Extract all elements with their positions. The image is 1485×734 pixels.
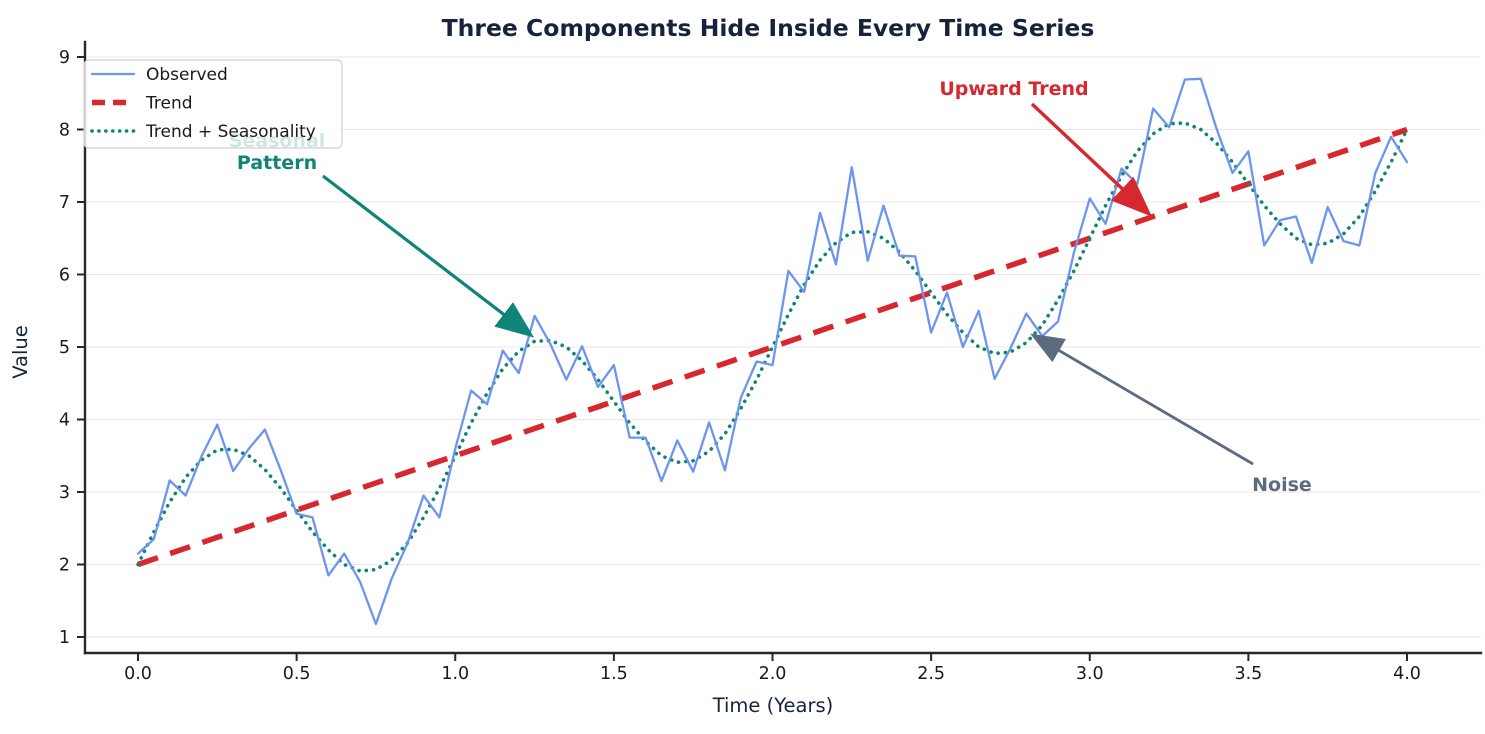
series-lines	[136, 77, 1409, 626]
noise-arrow	[1030, 333, 1254, 466]
y-tick-labels: 1 2 3 4 5 6 7 8 9	[59, 48, 70, 648]
x-tick-label: 2.0	[759, 664, 787, 684]
upward-trend-arrow	[1030, 102, 1152, 217]
legend-label-trend: Trend	[145, 94, 193, 114]
series-trend	[137, 126, 1408, 568]
x-tick-label: 1.0	[441, 664, 469, 684]
x-tick-label: 3.0	[1076, 664, 1104, 684]
seasonal-pattern-label-line2: Pattern	[237, 152, 317, 174]
y-tick-label: 7	[59, 193, 70, 213]
y-tick-label: 8	[59, 121, 70, 141]
chart-title: Three Components Hide Inside Every Time …	[442, 14, 1095, 42]
x-tick-label: 3.5	[1234, 664, 1262, 684]
y-tick-label: 3	[59, 483, 70, 503]
x-tick-label: 1.5	[600, 664, 628, 684]
y-tick-label: 1	[59, 628, 70, 648]
tick-marks	[77, 56, 1408, 661]
legend: Observed Trend Trend + Seasonality	[83, 59, 343, 149]
upward-trend-label: Upward Trend	[939, 78, 1088, 100]
gridlines	[85, 56, 1481, 638]
annotation-arrows	[322, 102, 1254, 466]
series-trend-seasonality	[136, 121, 1409, 573]
x-tick-label: 2.5	[917, 664, 945, 684]
y-tick-label: 5	[59, 338, 70, 358]
y-tick-label: 6	[59, 266, 70, 286]
y-tick-label: 4	[59, 411, 70, 431]
x-tick-labels: 0.0 0.5 1.0 1.5 2.0 2.5 3.0 3.5 4.0	[124, 664, 1421, 684]
legend-box	[83, 59, 343, 149]
x-axis-label: Time (Years)	[712, 694, 834, 717]
legend-label-seasonality: Trend + Seasonality	[145, 122, 316, 142]
noise-label: Noise	[1252, 474, 1312, 496]
x-tick-label: 0.5	[283, 664, 311, 684]
legend-label-observed: Observed	[146, 65, 228, 85]
seasonal-pattern-arrow	[322, 174, 535, 338]
x-tick-label: 4.0	[1393, 664, 1421, 684]
x-tick-label: 0.0	[124, 664, 152, 684]
y-tick-label: 9	[59, 48, 70, 68]
y-axis-label: Value	[9, 325, 32, 379]
series-observed	[136, 77, 1409, 626]
y-tick-label: 2	[59, 556, 70, 576]
